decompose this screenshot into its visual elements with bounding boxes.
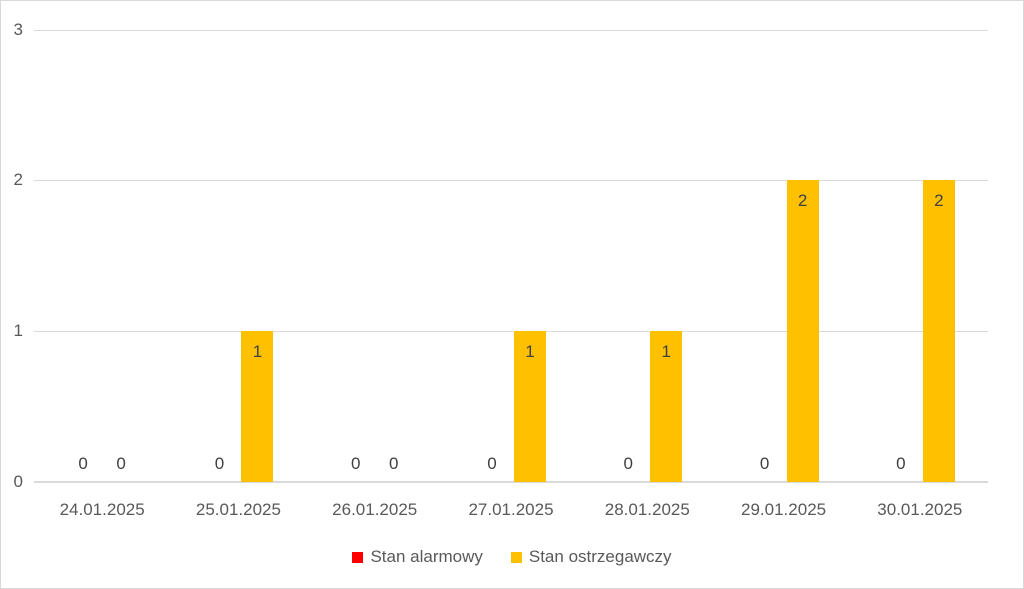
chart-legend: Stan alarmowy Stan ostrzegawczy [1, 545, 1023, 569]
y-tick-label: 1 [13, 321, 23, 341]
bar-value-label: 0 [214, 454, 225, 473]
x-category-label: 25.01.2025 [195, 500, 281, 519]
y-tick-label: 0 [13, 472, 23, 491]
legend-swatch-icon [510, 551, 522, 563]
x-axis-line [34, 481, 988, 483]
legend-swatch-icon [352, 551, 364, 563]
x-category-label: 26.01.2025 [332, 500, 418, 519]
bar-value-label: 2 [797, 191, 808, 211]
bar [786, 180, 819, 482]
bar-value-label: 0 [350, 454, 361, 473]
bar [514, 331, 546, 482]
bar [650, 331, 683, 482]
x-category-label: 24.01.2025 [59, 500, 145, 519]
bar-value-label: 0 [896, 454, 906, 473]
bar-value-label: 2 [934, 191, 944, 211]
bar-value-label: 1 [661, 342, 672, 362]
gridline [34, 180, 988, 182]
x-category-label: 30.01.2025 [877, 500, 963, 519]
bar [922, 180, 955, 482]
bar [241, 331, 274, 482]
legend-item: Stan ostrzegawczy [510, 546, 672, 568]
bar-value-label: 0 [487, 454, 497, 473]
bar-value-label: 0 [388, 454, 399, 473]
legend-label: Stan ostrzegawczy [528, 547, 672, 566]
legend-label: Stan alarmowy [370, 547, 483, 566]
x-category-label: 29.01.2025 [741, 500, 827, 519]
gridline [34, 331, 988, 333]
bar-value-label: 0 [78, 454, 88, 473]
y-tick-label: 2 [13, 170, 23, 190]
bar-value-label: 1 [252, 342, 263, 362]
bar-value-label: 1 [525, 342, 535, 362]
y-tick-label: 3 [13, 19, 23, 39]
legend-item: Stan alarmowy [352, 546, 483, 568]
gridline [34, 29, 988, 31]
bar-value-label: 0 [116, 454, 126, 473]
x-category-label: 28.01.2025 [604, 500, 690, 519]
x-category-label: 27.01.2025 [468, 500, 554, 519]
bar-value-label: 0 [759, 454, 770, 473]
bar-value-label: 0 [623, 454, 634, 473]
